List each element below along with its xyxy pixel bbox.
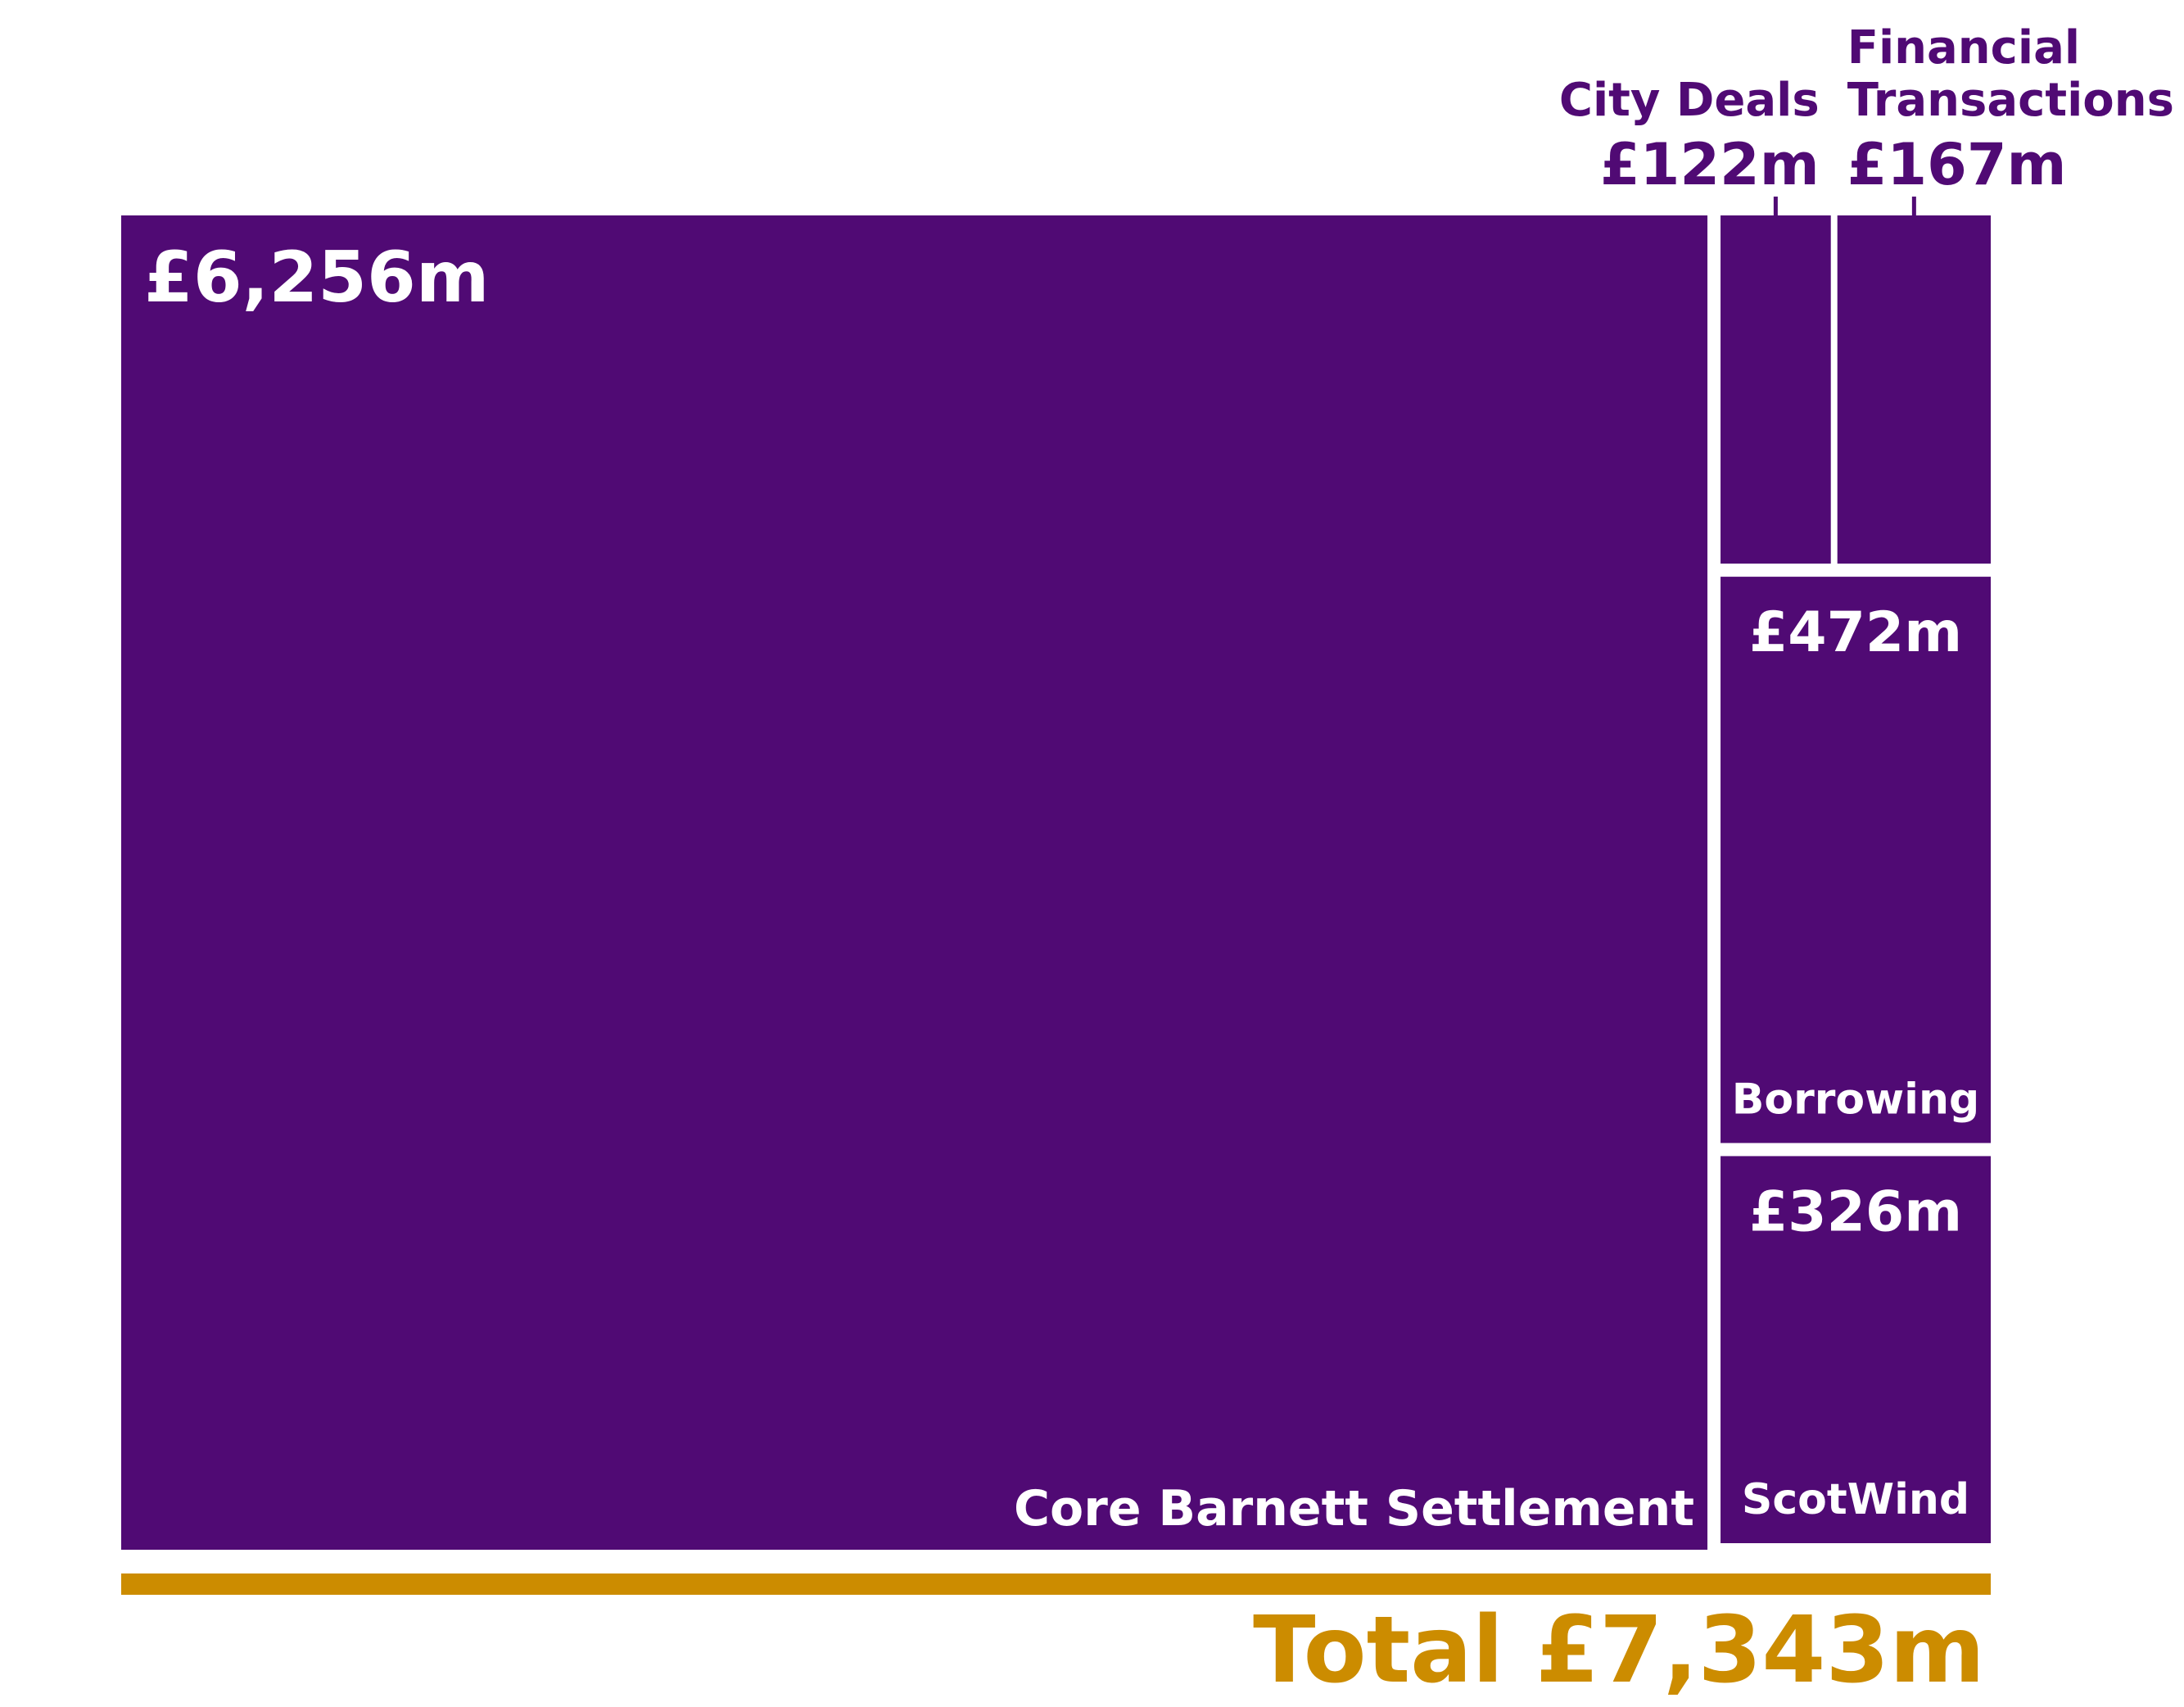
treemap-cell (1721, 1156, 1991, 1543)
category-label: Core Barnett Settlement (1014, 1480, 1694, 1537)
category-label: Financial Transactions (1847, 21, 2174, 127)
category-label: Borrowing (1732, 1075, 1979, 1124)
category-label: ScotWind (1742, 1475, 1969, 1524)
value-label: £472m (1749, 600, 1962, 665)
treemap-cell (1721, 215, 1831, 564)
total-bar (121, 1573, 1991, 1595)
treemap-cell (121, 215, 1708, 1550)
value-label: £122m (1600, 131, 1820, 198)
total-label: Total £7,343m (1253, 1597, 1985, 1704)
treemap-cell (1837, 215, 1991, 564)
value-label: £167m (1847, 131, 2067, 198)
value-label: £326m (1749, 1180, 1962, 1244)
value-label: £6,256m (144, 237, 489, 319)
category-label: City Deals (1559, 74, 1820, 127)
treemap-cell (1721, 577, 1991, 1143)
